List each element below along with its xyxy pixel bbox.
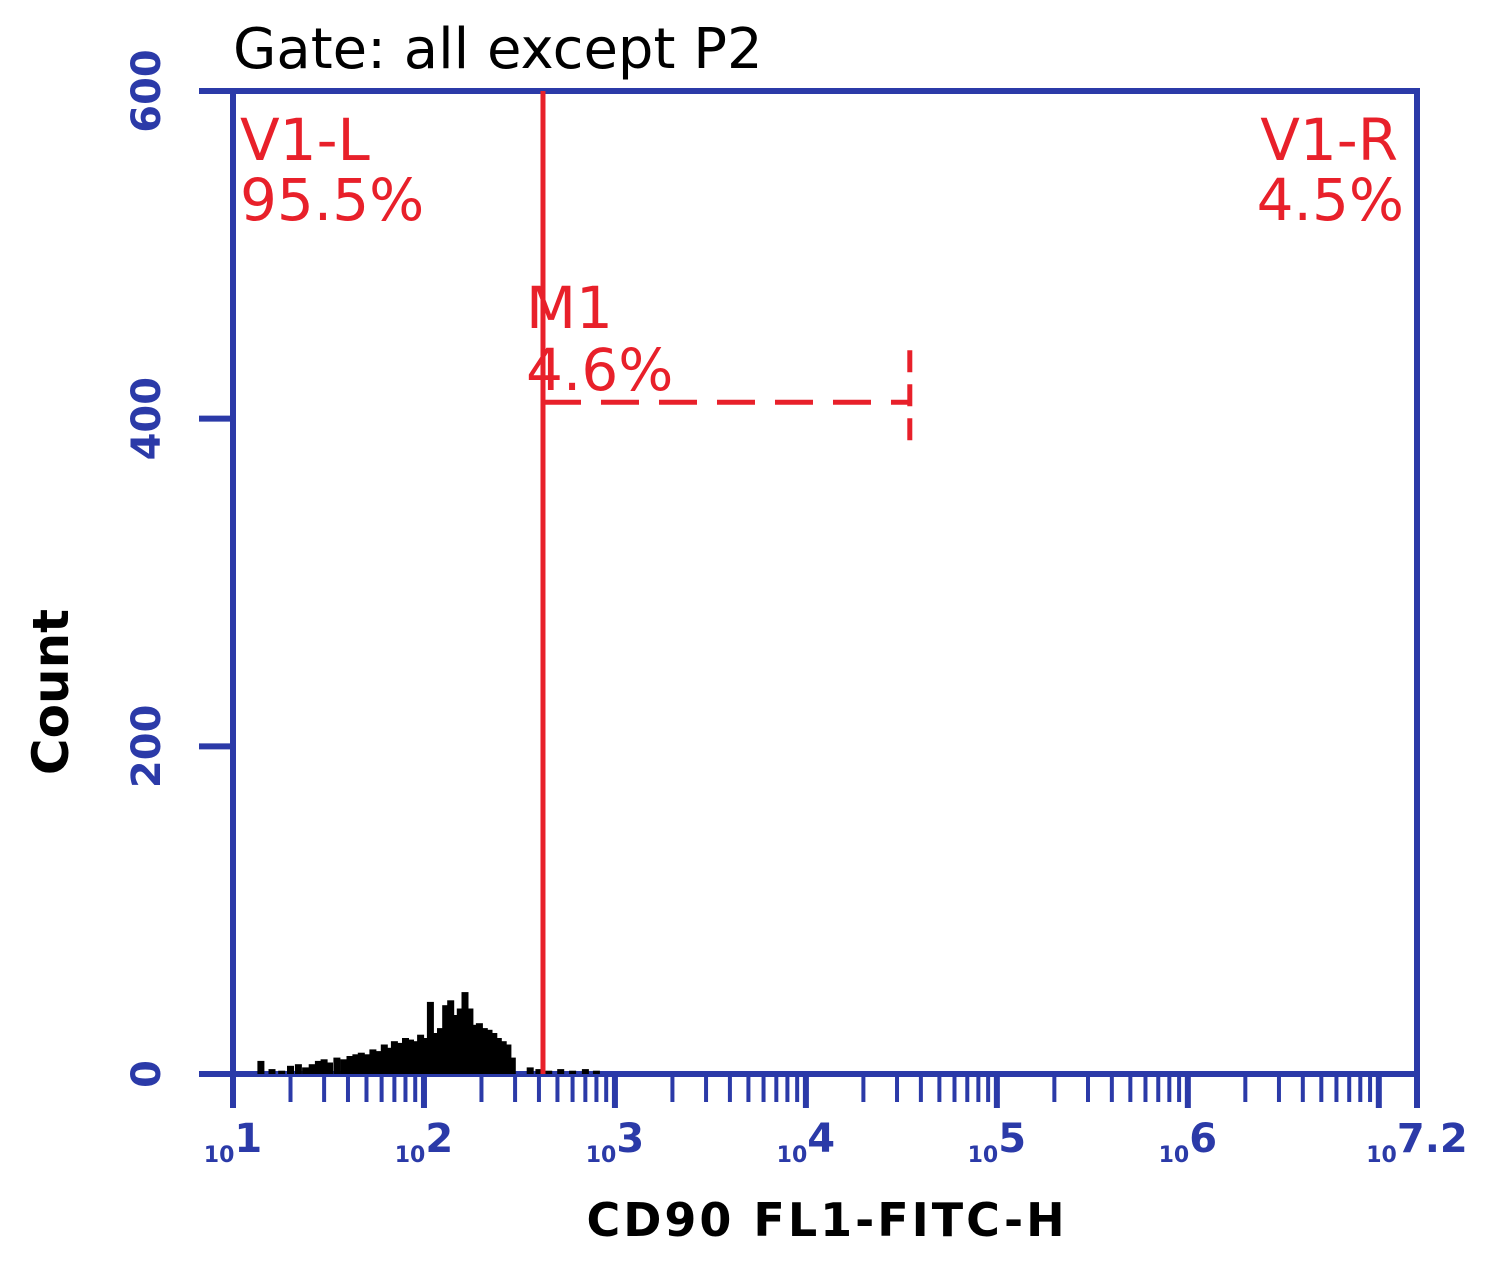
histogram-bar (369, 1049, 377, 1074)
histogram-bar (581, 1069, 589, 1074)
histogram-bar (346, 1056, 354, 1074)
x-axis-label: CD90 FL1-FITC-H (586, 1193, 1067, 1247)
v1r-gate-name: V1-R (1260, 106, 1398, 174)
histogram-bar (333, 1057, 341, 1074)
histogram-bar (490, 1033, 498, 1074)
histogram-bar (569, 1070, 577, 1074)
histogram-bar (357, 1052, 365, 1074)
y-axis-tick-labels: 0 200 400 600 (124, 49, 170, 1088)
histogram-bar (447, 1000, 455, 1074)
histogram-bar (451, 1015, 459, 1074)
histogram-bar (456, 1008, 464, 1074)
histogram-bar (352, 1054, 360, 1074)
histogram-bar (526, 1067, 534, 1074)
histogram-bar (287, 1065, 294, 1074)
x-tick-label: 102 (395, 1116, 453, 1168)
histogram-bar (402, 1038, 409, 1074)
v1l-gate-name: V1-L (240, 106, 370, 174)
histogram-bar (375, 1051, 383, 1074)
histogram-bar (308, 1064, 316, 1074)
histogram-bar (545, 1070, 553, 1074)
y-axis-label: Count (22, 609, 80, 775)
x-axis-ticks (230, 1074, 1420, 1108)
histogram-bar (396, 1042, 404, 1074)
histogram-bars (257, 992, 600, 1074)
histogram-bar (475, 1023, 483, 1074)
histogram-bar (278, 1070, 286, 1074)
histogram-bar (411, 1041, 419, 1074)
histogram-bar (314, 1060, 322, 1074)
histogram-bar (380, 1044, 388, 1074)
histogram-bar (592, 1070, 600, 1074)
x-tick-label: 105 (968, 1116, 1026, 1168)
y-tick-label: 0 (124, 1060, 170, 1088)
x-tick-label: 103 (586, 1116, 644, 1168)
histogram-bar (363, 1054, 370, 1074)
histogram-bar (320, 1059, 328, 1074)
histogram-bar (302, 1067, 310, 1074)
histogram-bar (485, 1029, 493, 1074)
chart-title: Gate: all except P2 (233, 17, 763, 82)
histogram-bar (294, 1064, 302, 1074)
histogram-bar (426, 1001, 434, 1074)
m1-marker-name: M1 (526, 274, 613, 342)
y-tick-label: 200 (124, 705, 170, 789)
x-tick-label: 106 (1159, 1116, 1217, 1168)
histogram-bar (504, 1044, 512, 1074)
plot-frame (230, 88, 1420, 1077)
histogram-bar (494, 1038, 502, 1074)
histogram-bar (257, 1060, 265, 1074)
m1-marker-percent: 4.6% (526, 336, 673, 404)
histogram-bar (340, 1059, 348, 1074)
v1l-gate-percent: 95.5% (240, 166, 424, 234)
histogram-bar (407, 1039, 414, 1074)
y-tick-label: 400 (124, 377, 170, 461)
histogram-bar (466, 1008, 474, 1074)
histogram-bar (508, 1057, 516, 1074)
x-tick-label: 107.2 (1366, 1116, 1467, 1168)
x-tick-label: 104 (777, 1116, 835, 1168)
histogram-bar (442, 1005, 450, 1074)
histogram-bar (471, 1024, 478, 1074)
y-tick-label: 600 (124, 49, 170, 133)
histogram-bar (557, 1069, 565, 1074)
histogram-bar (417, 1034, 425, 1074)
histogram-bar (432, 1033, 440, 1074)
histogram-bar (268, 1069, 276, 1074)
histogram-bar (535, 1069, 543, 1074)
histogram-bar (461, 992, 469, 1074)
histogram-bar (480, 1028, 488, 1074)
y-axis-ticks (199, 88, 233, 1077)
x-tick-label: 101 (204, 1116, 262, 1168)
histogram-bar (499, 1041, 507, 1074)
histogram-bar (422, 1038, 430, 1074)
histogram-bar (386, 1047, 393, 1074)
v1r-gate-percent: 4.5% (1257, 166, 1404, 234)
histogram-bar (390, 1041, 398, 1074)
histogram-bar (437, 1028, 444, 1074)
histogram-bar (326, 1062, 333, 1074)
x-axis-tick-labels: 101 102 103 104 105 106 107.2 (204, 1116, 1468, 1168)
